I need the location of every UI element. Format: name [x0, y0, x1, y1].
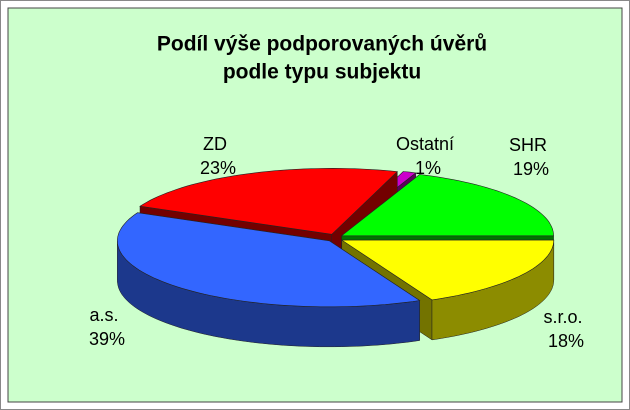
slice-value-label: 19%: [513, 159, 549, 179]
chart-title: Podíl výše podporovaných úvěrů: [157, 33, 487, 56]
slice-top: [340, 239, 555, 301]
slice: [117, 212, 421, 348]
slice-top: [117, 212, 421, 308]
slice-label: Ostatní: [396, 134, 454, 154]
slice-label: SHR: [509, 135, 547, 155]
slice-label: ZD: [203, 134, 227, 154]
slice-label: s.r.o.: [543, 307, 582, 327]
slice-value-label: 39%: [89, 329, 125, 349]
slice-top: [340, 174, 554, 237]
chart-title: podle typu subjektu: [223, 61, 421, 84]
slice-top: [139, 167, 398, 235]
slice-label: a.s.: [89, 305, 118, 325]
pie: [117, 167, 555, 348]
slice-value-label: 1%: [415, 158, 441, 178]
slice-value-label: 23%: [200, 158, 236, 178]
slice-value-label: 18%: [548, 331, 584, 351]
